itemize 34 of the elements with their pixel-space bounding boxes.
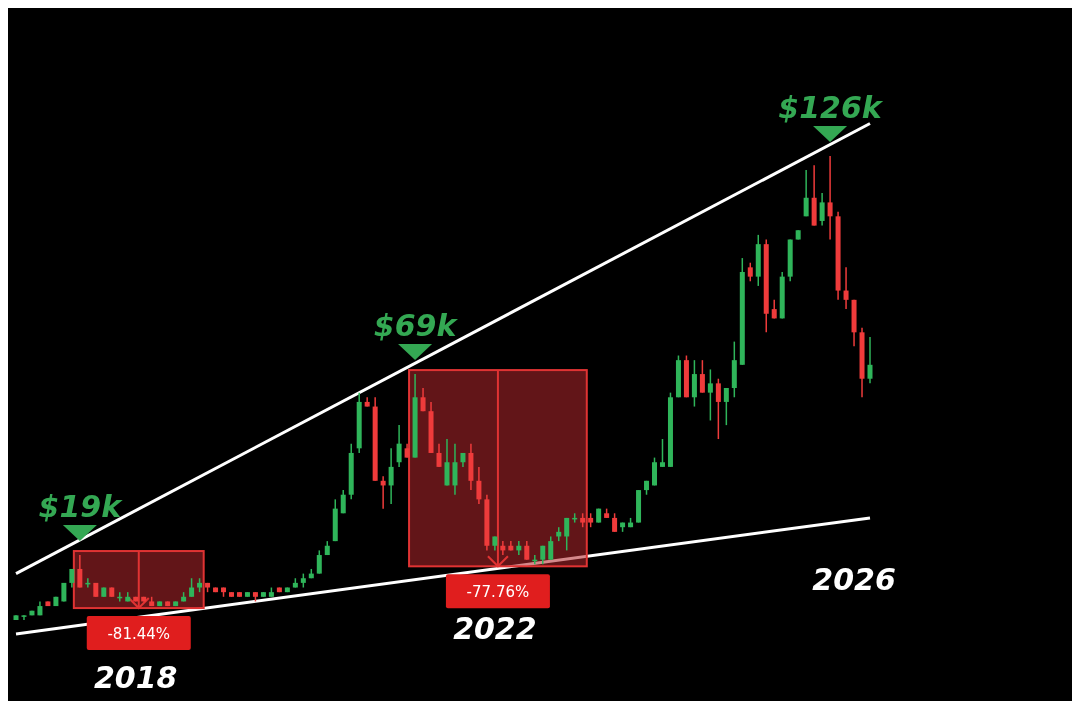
candlestick — [388, 447, 394, 505]
candlestick — [659, 438, 665, 468]
candlestick — [444, 438, 450, 487]
candlestick — [819, 192, 825, 227]
candlestick — [564, 517, 570, 552]
candlestick — [715, 377, 721, 440]
x-tick-label: 2022 — [453, 610, 537, 646]
candlestick — [827, 155, 833, 241]
candlestick — [548, 535, 554, 561]
candlestick — [707, 368, 713, 422]
candlestick — [747, 261, 753, 283]
x-tick-label: 2018 — [93, 659, 178, 695]
candlestick — [524, 540, 530, 561]
annotation: $19k — [38, 489, 124, 525]
candlestick — [77, 554, 83, 589]
candlestick — [652, 456, 658, 487]
candlestick — [452, 442, 458, 496]
candlestick — [723, 387, 729, 426]
candlestick — [843, 266, 849, 310]
candlestick — [803, 169, 809, 218]
candlestick — [316, 549, 322, 575]
candlestick — [436, 442, 442, 468]
x-tick-label: 2026 — [812, 562, 896, 598]
candlestick — [476, 466, 482, 505]
candlestick — [867, 336, 873, 385]
text: -81.44% — [107, 625, 171, 644]
annotation: -77.76% — [466, 583, 530, 602]
text: $126k — [778, 90, 884, 125]
candlestick — [612, 512, 618, 533]
annotation: $69k — [373, 308, 459, 344]
candlestick — [691, 359, 697, 408]
candlestick — [189, 577, 195, 598]
candlestick — [396, 424, 402, 468]
candlestick — [699, 359, 705, 394]
